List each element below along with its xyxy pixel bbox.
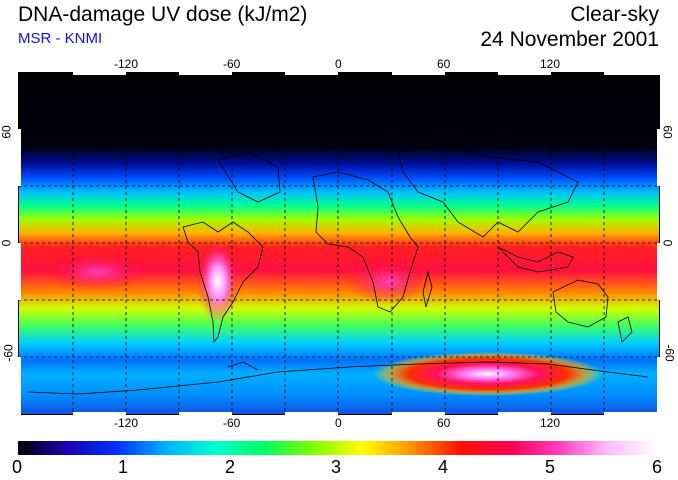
colorbar-label: 2 xyxy=(225,457,236,477)
lon-tick-bottom: 60 xyxy=(437,416,451,430)
lat-tick-left: 60 xyxy=(0,125,14,139)
lat-tick-left: 0 xyxy=(0,239,14,247)
colorbar-label: 3 xyxy=(331,457,342,477)
colorbar xyxy=(18,441,658,455)
date-label: 24 November 2001 xyxy=(480,28,659,51)
lat-tick-right: 0 xyxy=(660,239,675,247)
uv-dose-map xyxy=(18,72,660,415)
map-title: DNA-damage UV dose (kJ/m2) xyxy=(18,3,308,26)
map-frame xyxy=(18,72,660,415)
lat-tick-right: -60 xyxy=(662,344,677,362)
colorbar-label: 1 xyxy=(118,457,129,477)
lon-tick-top: 120 xyxy=(540,57,561,71)
colorbar-label: 5 xyxy=(545,457,556,477)
antarctic-high-uv-region xyxy=(373,352,603,396)
lon-tick-bottom: -120 xyxy=(114,416,139,430)
colorbar-label: 4 xyxy=(438,457,449,477)
lon-tick-top: -120 xyxy=(114,57,139,71)
southern-africa-high-uv-region xyxy=(348,260,428,304)
colorbar-label: 0 xyxy=(12,457,23,477)
source-label: MSR - KNMI xyxy=(18,30,103,47)
lon-tick-top: 0 xyxy=(335,57,342,71)
colorbar-label: 6 xyxy=(652,457,663,477)
lat-tick-left: -60 xyxy=(1,344,16,362)
lon-tick-top: 60 xyxy=(437,57,451,71)
andes-high-uv-region xyxy=(198,242,238,322)
coastlines xyxy=(27,143,649,395)
lon-tick-top: -60 xyxy=(223,57,241,71)
lon-tick-bottom: -60 xyxy=(223,416,241,430)
lon-tick-bottom: 120 xyxy=(540,416,561,430)
graticule xyxy=(18,72,660,415)
lat-tick-right: 60 xyxy=(660,125,675,139)
sky-condition-label: Clear-sky xyxy=(570,3,659,26)
lon-tick-bottom: 0 xyxy=(335,416,342,430)
pacific-high-uv-region xyxy=(48,254,148,290)
